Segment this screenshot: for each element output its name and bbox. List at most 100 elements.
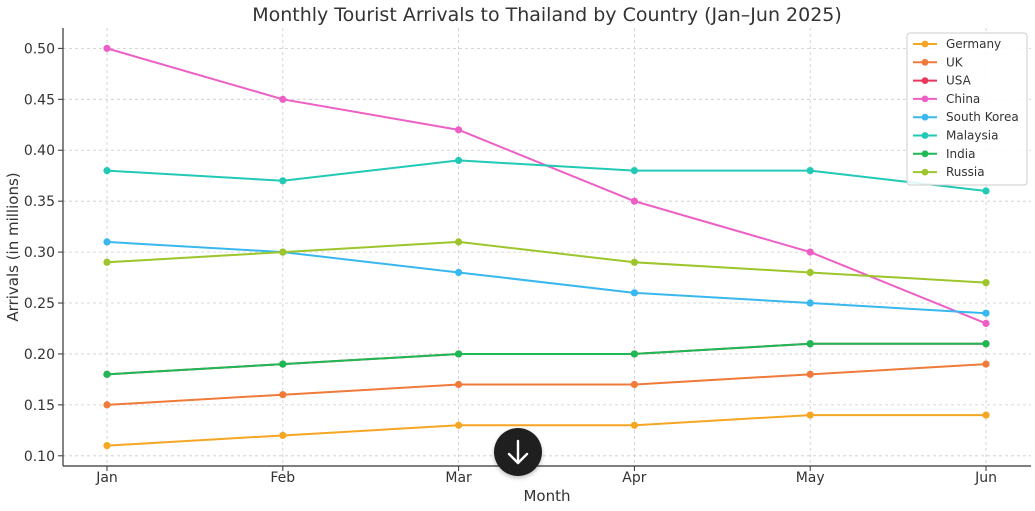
data-point-china (279, 95, 287, 103)
legend-label: Malaysia (946, 129, 998, 143)
data-point-china (455, 126, 463, 134)
legend-swatch-marker (921, 40, 929, 48)
y-axis-label: Arrivals (in millions) (4, 172, 22, 321)
series-malaysia (103, 156, 990, 195)
series-china (103, 44, 990, 327)
data-point-south-korea (982, 309, 990, 317)
data-point-russia (806, 268, 814, 277)
y-tick-label: 0.10 (24, 449, 55, 465)
data-point-china (806, 248, 814, 256)
y-tick-label: 0.45 (24, 92, 55, 108)
series-russia (103, 238, 990, 287)
series-germany (103, 411, 990, 450)
y-tick-label: 0.40 (24, 143, 55, 159)
series-line-uk (106, 363, 987, 406)
data-point-germany (279, 431, 287, 440)
legend-item-china: China (913, 92, 980, 106)
legend-swatch-marker (921, 58, 929, 66)
data-point-malaysia (630, 167, 639, 175)
data-point-china (630, 197, 639, 205)
series-uk (103, 360, 990, 409)
x-tick-label: Jan (95, 470, 118, 486)
data-point-uk (982, 360, 990, 368)
data-point-russia (279, 248, 287, 256)
data-point-germany (806, 411, 814, 419)
legend-item-south-korea: South Korea (913, 110, 1019, 124)
legend-label: China (946, 92, 980, 106)
data-point-malaysia (103, 167, 111, 175)
x-tick-label: Jun (974, 470, 997, 486)
series-line-russia (106, 240, 987, 284)
series-south-korea (103, 238, 990, 317)
legend-label: Germany (946, 37, 1001, 51)
legend-swatch-marker (921, 77, 929, 84)
data-point-india (279, 360, 287, 368)
data-point-malaysia (806, 167, 814, 175)
data-point-russia (630, 258, 639, 266)
data-point-germany (455, 421, 463, 429)
legend-item-russia: Russia (913, 165, 985, 179)
y-tick-label: 0.15 (24, 398, 55, 414)
x-tick-label: Apr (622, 470, 646, 486)
series-india (103, 340, 990, 378)
legend-swatch-marker (921, 150, 929, 158)
legend-item-germany: Germany (913, 37, 1001, 51)
data-point-uk (103, 401, 111, 409)
legend-label: UK (946, 55, 964, 69)
x-axis-label: Month (523, 487, 570, 505)
x-tick-label: Mar (445, 470, 472, 486)
legend-label: USA (946, 74, 972, 88)
series-line-india (106, 342, 986, 376)
legend-item-uk: UK (913, 55, 964, 69)
data-point-south-korea (103, 238, 111, 246)
data-point-malaysia (982, 187, 990, 195)
data-point-russia (455, 238, 463, 246)
data-point-india (982, 340, 990, 348)
data-point-uk (630, 380, 639, 389)
data-point-germany (103, 442, 111, 450)
data-point-south-korea (455, 268, 463, 277)
y-tick-label: 0.20 (24, 347, 55, 363)
data-point-uk (455, 380, 463, 389)
data-point-south-korea (806, 299, 814, 307)
data-point-germany (630, 421, 639, 429)
x-tick-label: Feb (270, 470, 295, 486)
data-point-india (103, 370, 111, 378)
legend-box (906, 32, 1028, 186)
series-line-germany (106, 414, 986, 447)
data-point-india (806, 340, 814, 348)
y-tick-label: 0.25 (24, 296, 55, 312)
y-tick-label: 0.50 (24, 41, 55, 57)
legend-swatch-marker (921, 168, 929, 176)
data-point-uk (806, 370, 814, 378)
legend-swatch-marker (921, 132, 929, 139)
data-point-china (982, 319, 990, 327)
legend-swatch-marker (921, 95, 929, 103)
series-line-south-korea (106, 240, 987, 315)
series-layer (103, 44, 990, 450)
legend: Germany UK USA China South Korea Malaysia Indi… (906, 32, 1028, 186)
chart-title: Monthly Tourist Arrivals to Thailand by … (252, 4, 842, 26)
legend-label: Russia (946, 165, 985, 179)
tick-labels: 0.10 0.15 0.20 0.25 0.30 0.35 0.40 0.45 0.50 Jan F… (24, 41, 997, 486)
legend-item-malaysia: Malaysia (913, 129, 998, 143)
legend-label: South Korea (946, 110, 1019, 124)
series-line-malaysia (106, 159, 987, 192)
data-point-russia (103, 258, 111, 266)
data-point-malaysia (279, 177, 287, 185)
data-point-india (630, 350, 639, 358)
data-point-malaysia (455, 156, 463, 165)
y-tick-label: 0.30 (24, 245, 55, 261)
grid-lines (63, 28, 1031, 466)
legend-item-india: India (913, 147, 975, 161)
data-point-india (455, 350, 463, 358)
data-point-russia (982, 279, 990, 287)
x-tick-label: May (796, 470, 825, 486)
legend-item-usa: USA (913, 74, 972, 88)
scroll-down-button[interactable] (494, 428, 542, 476)
data-point-uk (279, 391, 287, 399)
y-tick-label: 0.35 (24, 194, 55, 210)
data-point-germany (982, 411, 990, 419)
arrow-down-icon (507, 439, 529, 465)
